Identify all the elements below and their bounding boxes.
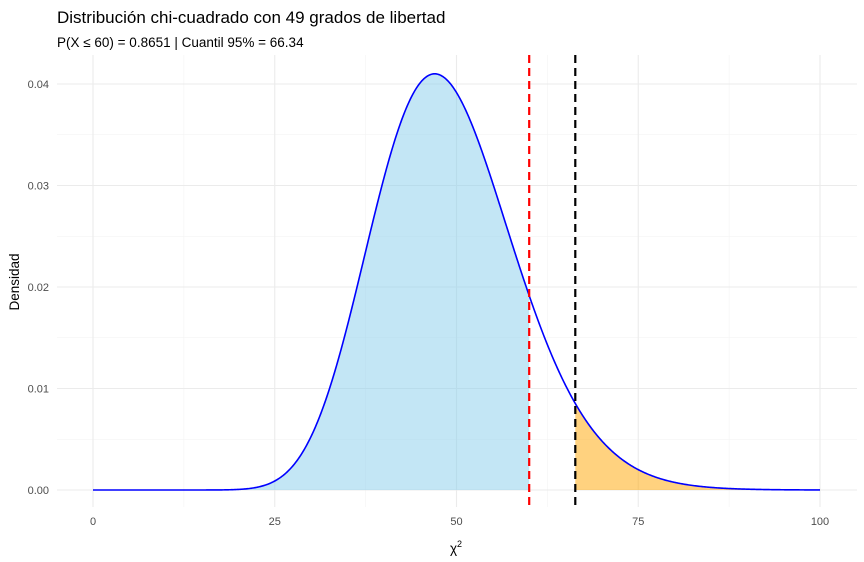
y-axis-ticks: 0.00 0.01 0.02 0.03 0.04 xyxy=(28,79,49,497)
x-axis-ticks: 0 25 50 75 100 xyxy=(90,516,829,528)
density-curve-layer xyxy=(93,73,820,491)
density-curve xyxy=(93,73,820,491)
x-tick-label: 0 xyxy=(90,516,96,528)
shaded-areas xyxy=(93,73,820,490)
y-tick-label: 0.04 xyxy=(28,79,49,91)
x-tick-label: 75 xyxy=(632,516,644,528)
reference-lines xyxy=(528,55,577,507)
chart-title: Distribución chi-cuadrado con 49 grados … xyxy=(57,8,445,27)
y-tick-label: 0.02 xyxy=(28,282,49,294)
x-axis-title-base: χ xyxy=(450,541,457,556)
chart-subtitle: P(X ≤ 60) = 0.8651 | Cuantil 95% = 66.34 xyxy=(57,35,304,50)
x-axis-title-superscript: 2 xyxy=(457,539,462,549)
shaded-region-2 xyxy=(575,403,820,490)
x-axis-title: χ2 xyxy=(450,539,462,556)
y-tick-label: 0.01 xyxy=(28,384,49,396)
y-axis-title: Densidad xyxy=(7,253,22,310)
shaded-region-1 xyxy=(93,73,530,490)
y-tick-label: 0.00 xyxy=(28,485,49,497)
x-tick-label: 100 xyxy=(811,516,829,528)
x-tick-label: 25 xyxy=(269,516,281,528)
x-tick-label: 50 xyxy=(450,516,462,528)
y-tick-label: 0.03 xyxy=(28,181,49,193)
